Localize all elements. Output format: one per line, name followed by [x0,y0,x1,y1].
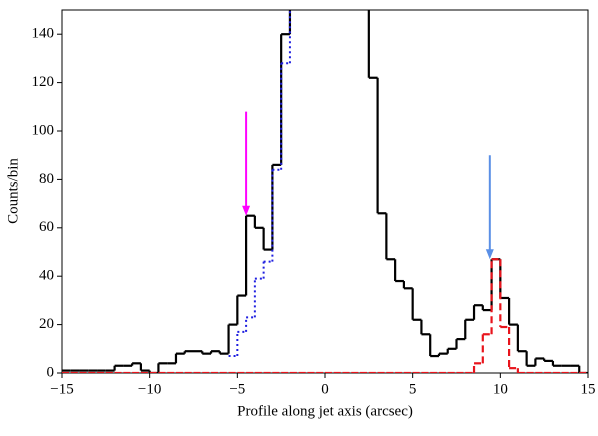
plot-area [62,10,588,373]
y-tick-label: 140 [32,26,55,42]
y-tick-label: 20 [39,316,54,332]
x-tick-label: −15 [50,381,73,397]
x-tick-label: 15 [581,381,596,397]
x-tick-label: 10 [493,381,508,397]
x-tick-label: −5 [229,381,245,397]
x-tick-label: −10 [138,381,161,397]
y-tick-label: 100 [32,122,55,138]
y-tick-label: 40 [39,268,54,284]
y-tick-label: 120 [32,74,55,90]
x-axis-label: Profile along jet axis (arcsec) [237,403,413,419]
y-tick-label: 0 [47,364,55,380]
y-axis-label: Counts/bin [5,158,21,224]
arrow-head [485,249,494,260]
x-tick-label: 5 [409,381,417,397]
x-tick-label: 0 [321,381,329,397]
arrow-head [242,205,251,216]
y-tick-label: 80 [39,171,54,187]
y-tick-label: 60 [39,219,54,235]
